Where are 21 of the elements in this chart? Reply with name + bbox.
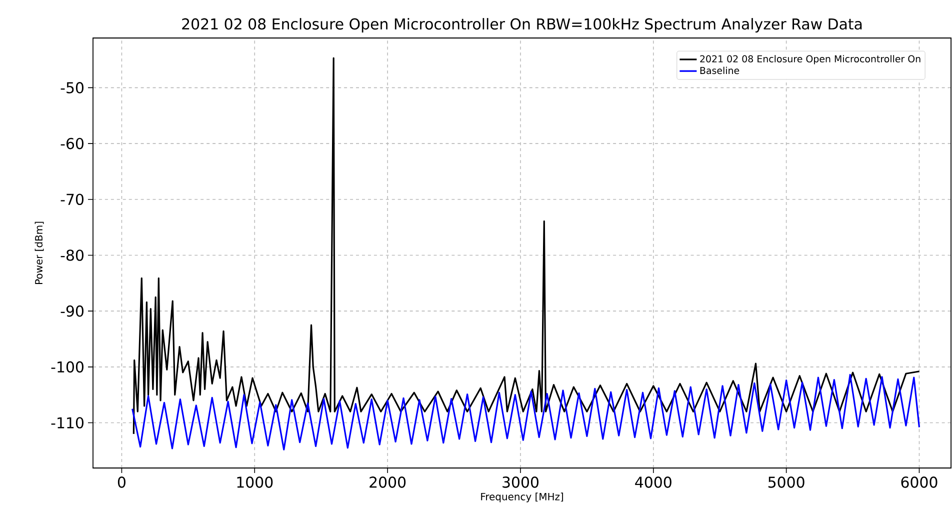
x-tick-label: 6000 [901, 476, 938, 488]
x-tick-label: 4000 [635, 476, 672, 488]
y-tick-label: -70 [60, 194, 84, 206]
x-tick-label: 1000 [237, 476, 273, 488]
y-tick-label: -90 [60, 305, 84, 317]
y-tick-label: -110 [51, 417, 84, 428]
x-tick-label: 3000 [502, 476, 538, 488]
y-tick-label: -50 [60, 82, 84, 94]
y-tick-label: -60 [60, 138, 84, 150]
line-series [132, 374, 920, 450]
y-tick-label: -100 [51, 361, 84, 373]
legend-label: 2021 02 08 Enclosure Open Microcontroller On [700, 55, 920, 64]
line-series [132, 57, 920, 435]
x-tick-label: 0 [118, 476, 126, 488]
legend-label: Baseline [700, 66, 740, 74]
x-tick-label: 2000 [370, 476, 406, 488]
chart-title: 2021 02 08 Enclosure Open Microcontroller On RBW=100kHz Spectrum Analyzer Raw Data [182, 18, 862, 32]
x-axis-title: Frequency [MHz] [481, 492, 564, 502]
y-axis-title: Power [dBm] [34, 222, 44, 284]
y-tick-label: -80 [60, 250, 84, 261]
x-tick-label: 5000 [768, 476, 804, 488]
